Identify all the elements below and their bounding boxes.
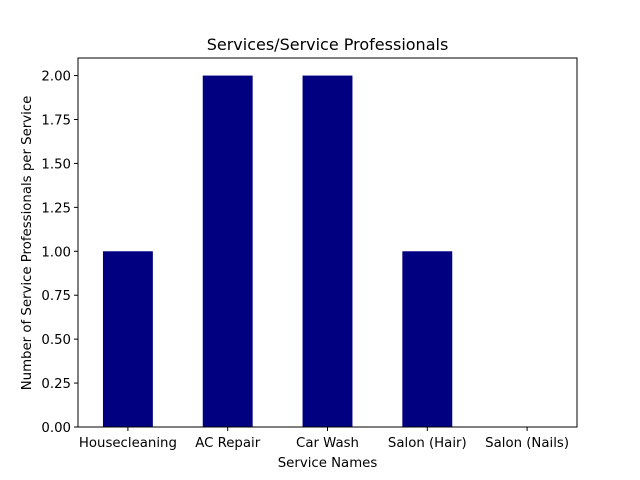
- y-tick-label: 1.75: [41, 114, 71, 129]
- chart-title: Services/Service Professionals: [207, 35, 449, 54]
- bar-ac-repair: [202, 75, 253, 428]
- y-axis-ticks: 0.00 0.25 0.50 0.75 1.00 1.25 1.50 1.75 2.00: [41, 70, 78, 436]
- y-tick-label: 2.00: [41, 70, 71, 85]
- bar-car-wash: [302, 75, 353, 428]
- y-axis-label: Number of Service Professionals per Serv…: [20, 96, 35, 391]
- x-tick-label: Car Wash: [296, 436, 359, 451]
- x-tick-label: Salon (Hair): [388, 436, 467, 451]
- y-tick-label: 1.50: [41, 157, 71, 172]
- x-tick-label: Salon (Nails): [485, 436, 569, 451]
- bar-salon-hair: [402, 251, 453, 427]
- y-tick-label: 0.75: [41, 289, 71, 304]
- bars-group: [102, 75, 453, 428]
- x-tick-label: AC Repair: [195, 436, 260, 451]
- y-tick-label: 1.25: [41, 201, 71, 216]
- y-tick-label: 0.25: [41, 377, 71, 392]
- x-axis-label: Service Names: [278, 456, 378, 471]
- x-tick-label: Housecleaning: [79, 436, 177, 451]
- y-tick-label: 0.50: [41, 333, 71, 348]
- plot-frame: [77, 57, 578, 428]
- bar-housecleaning: [102, 251, 153, 427]
- x-axis-ticks: Housecleaning AC Repair Car Wash Salon (Hai…: [79, 427, 569, 451]
- y-tick-label: 0.00: [41, 421, 71, 436]
- y-tick-label: 1.00: [41, 245, 71, 260]
